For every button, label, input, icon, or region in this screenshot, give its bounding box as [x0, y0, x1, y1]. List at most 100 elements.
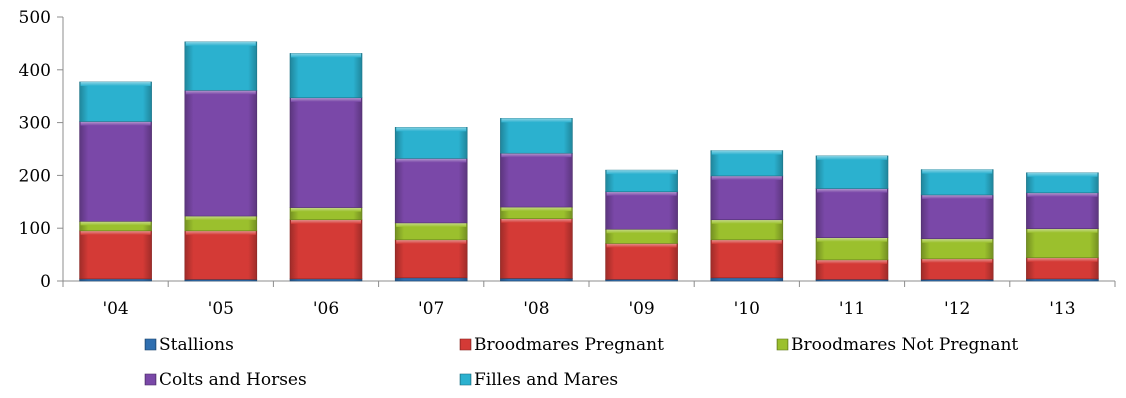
bar-segment-bevel: [1027, 172, 1098, 177]
bar-segment-bevel: [922, 194, 993, 199]
y-axis: 0 100 200 300 400 500: [19, 8, 64, 292]
bar-segment: [710, 175, 784, 221]
bar-segment: [500, 278, 573, 282]
bar-segment-bevel: [396, 127, 467, 132]
x-tick-label: '13: [1049, 299, 1075, 319]
bar-segment-bevel: [1027, 228, 1098, 233]
bar-segment-bevel: [606, 243, 677, 248]
bar-segment-bevel: [606, 191, 677, 196]
bar-segment: [394, 127, 468, 159]
legend-swatch: [776, 338, 789, 351]
bar-segment-bevel: [185, 216, 256, 221]
bar-segment: [394, 277, 468, 282]
legend-item: Stallions: [144, 335, 234, 355]
bar-segment: [605, 191, 678, 230]
bar-segment-bevel: [396, 222, 467, 227]
bar-segment: [1026, 278, 1099, 282]
bar-segment: [289, 219, 363, 280]
bar-segment-bevel: [185, 90, 256, 95]
legend-item: Filles and Mares: [459, 370, 618, 390]
x-tick-label: '10: [734, 299, 760, 319]
bar-segment-bevel: [501, 153, 572, 158]
bar-segment-bevel: [1027, 257, 1098, 262]
legend-item: Colts and Horses: [144, 370, 307, 390]
bar-segment-bevel: [185, 230, 256, 235]
legend-swatch: [459, 373, 472, 386]
legend-label: Colts and Horses: [159, 370, 307, 390]
bar-segment: [289, 278, 363, 282]
bar-segment: [394, 239, 468, 279]
bar-segment-bevel: [711, 150, 782, 155]
bar-segment-bevel: [291, 219, 361, 224]
bar-segment: [79, 81, 152, 122]
bar-segment-bevel: [817, 259, 887, 264]
legend-swatch: [144, 373, 157, 386]
bar-segment-bevel: [80, 221, 151, 226]
bar-segment: [79, 278, 152, 282]
bar-segment-bevel: [711, 175, 782, 180]
x-tick-label: '07: [418, 299, 444, 319]
bar-segment-bevel: [922, 258, 993, 263]
legend-label: Stallions: [159, 335, 234, 355]
bar-segment: [605, 243, 678, 280]
legend-label: Broodmares Not Pregnant: [791, 335, 1018, 355]
bar-segment-bevel: [80, 81, 151, 86]
legend-swatch: [144, 338, 157, 351]
bar-segment-bevel: [817, 188, 887, 193]
bar-segment: [184, 41, 258, 91]
y-tick-label: 300: [19, 114, 51, 134]
bar-segment-bevel: [291, 207, 361, 212]
bar-segment-bevel: [817, 237, 887, 242]
bar-segment: [184, 230, 258, 280]
bar-segment: [289, 53, 363, 99]
x-tick-label: '05: [208, 299, 234, 319]
bar-segment: [710, 239, 784, 279]
bar-segment-bevel: [501, 207, 572, 212]
bar-segment: [394, 158, 468, 224]
bar-segment: [710, 277, 784, 282]
x-tick-label: '06: [313, 299, 339, 319]
bar-segment: [710, 150, 784, 177]
bar-segment-bevel: [1027, 192, 1098, 197]
legend-item: Broodmares Pregnant: [459, 335, 664, 355]
bar-segment: [79, 230, 152, 280]
x-tick-label: '08: [523, 299, 549, 319]
bar-segment-bevel: [922, 238, 993, 243]
bar-segment: [500, 118, 573, 154]
bar-segment-bevel: [185, 41, 256, 46]
bar-segment-bevel: [817, 155, 887, 160]
y-tick-label: 100: [19, 219, 51, 239]
bar-segment: [1026, 228, 1099, 259]
bar-segment: [815, 155, 889, 189]
legend-label: Filles and Mares: [474, 370, 618, 390]
bar-segment-bevel: [396, 158, 467, 163]
x-axis: '04 '05 '06 '07 '08 '09 '10 '11 '12 '13: [62, 280, 1116, 319]
bar-segment-bevel: [711, 239, 782, 244]
x-tick-label: '04: [102, 299, 128, 319]
x-tick-label: '12: [944, 299, 970, 319]
bars: [79, 41, 1099, 282]
bar-segment-bevel: [501, 118, 572, 123]
bar-segment-bevel: [291, 97, 361, 102]
y-tick-label: 400: [19, 61, 51, 81]
bar-segment: [920, 194, 994, 240]
legend-swatch: [459, 338, 472, 351]
legend: Stallions Broodmares Pregnant Broodmares N…: [144, 335, 1018, 390]
bar-segment: [1026, 192, 1099, 230]
bar-segment-bevel: [291, 53, 361, 58]
bar-segment: [289, 97, 363, 208]
y-tick-label: 0: [40, 272, 51, 292]
y-tick-label: 200: [19, 166, 51, 186]
bar-segment: [920, 169, 994, 196]
bar-segment-bevel: [501, 218, 572, 223]
bar-segment-bevel: [80, 121, 151, 126]
bar-segment-bevel: [396, 239, 467, 244]
x-tick-label: '11: [839, 299, 865, 319]
bar-segment: [184, 90, 258, 217]
bar-segment: [500, 152, 573, 208]
bar-segment-bevel: [711, 219, 782, 224]
bar-segment-bevel: [606, 229, 677, 234]
bar-segment: [815, 188, 889, 239]
y-tick-label: 500: [19, 8, 51, 28]
